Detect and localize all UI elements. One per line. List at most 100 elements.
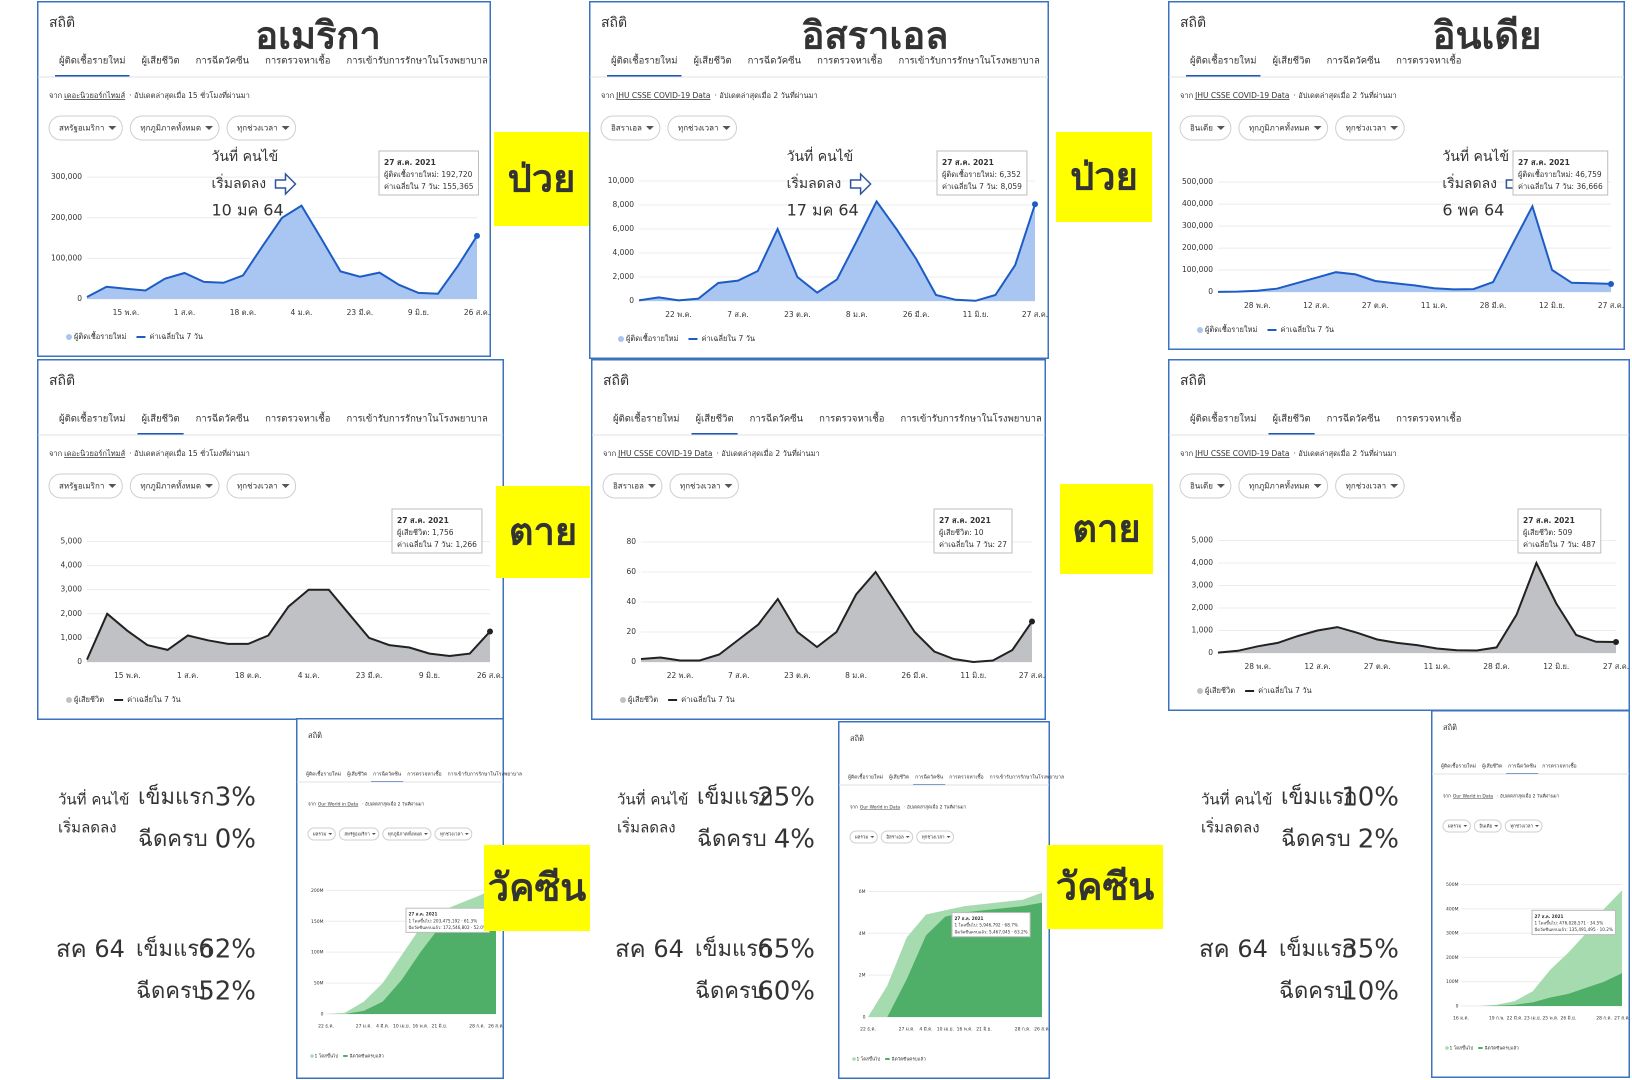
filter-chip[interactable] <box>880 830 914 844</box>
filter-chip[interactable] <box>1238 473 1329 499</box>
filter-chip[interactable] <box>916 830 955 844</box>
filter-label[interactable]: ทุกภูมิภาคทั้งหมด <box>140 122 201 134</box>
tab[interactable]: การเข้ารับการรักษาในโรงพยาบาล <box>900 413 1042 425</box>
tab[interactable]: การเข้ารับการรักษาในโรงพยาบาล <box>898 55 1040 67</box>
filter-label[interactable]: ทุกช่วงเวลา <box>237 124 278 133</box>
tab[interactable]: การตรวจหาเชื้อ <box>407 769 441 778</box>
tab[interactable]: การตรวจหาเชื้อ <box>817 54 882 67</box>
filter-chip[interactable] <box>48 115 123 141</box>
tab[interactable]: ผู้เสียชีวิต <box>141 55 179 67</box>
filter-label[interactable]: ทุกช่วงเวลา <box>237 482 278 491</box>
filter-chip[interactable] <box>600 115 661 141</box>
tab[interactable]: การเข้ารับการรักษาในโรงพยาบาล <box>448 771 522 778</box>
source-link[interactable]: Our World in Data <box>860 805 901 811</box>
source-link[interactable]: Our World in Data <box>318 802 359 808</box>
tab[interactable]: การตรวจหาเชื้อ <box>1396 54 1461 67</box>
tab[interactable]: การฉีดวัคซีน <box>1508 763 1537 770</box>
filter-label[interactable]: ทุกภูมิภาคทั้งหมด <box>388 831 422 838</box>
tab[interactable]: ผู้ติดเชื้อรายใหม่ <box>1190 54 1256 67</box>
filter-label[interactable]: ทุกช่วงเวลา <box>440 832 463 838</box>
filter-label[interactable]: อินเดีย <box>1479 824 1493 830</box>
filter-chip[interactable] <box>382 827 432 841</box>
filter-chip[interactable] <box>1179 473 1232 499</box>
filter-chip[interactable] <box>849 830 878 844</box>
tab[interactable]: การเข้ารับการรักษาในโรงพยาบาล <box>346 413 488 425</box>
tab[interactable]: ผู้ติดเชื้อรายใหม่ <box>306 769 341 778</box>
tab[interactable]: ผู้ติดเชื้อรายใหม่ <box>59 412 125 425</box>
tab[interactable]: การตรวจหาเชื้อ <box>1542 761 1576 770</box>
filter-chip[interactable] <box>1504 819 1543 833</box>
tab[interactable]: การฉีดวัคซีน <box>750 413 804 425</box>
filter-chip[interactable] <box>226 473 297 499</box>
filter-label[interactable]: ทุกช่วงเวลา <box>680 482 721 491</box>
filter-chip[interactable] <box>669 473 739 499</box>
tab[interactable]: การเข้ารับการรักษาในโรงพยาบาล <box>990 774 1064 781</box>
filter-label[interactable]: ทุกช่วงเวลา <box>922 835 945 841</box>
tab[interactable]: ผู้เสียชีวิต <box>889 774 909 781</box>
filter-label[interactable]: ผลรวม <box>855 835 868 841</box>
filter-label[interactable]: ทุกช่วงเวลา <box>1346 482 1387 491</box>
tab[interactable]: การตรวจหาเชื้อ <box>265 54 330 67</box>
filter-label[interactable]: อินเดีย <box>1190 124 1213 133</box>
filter-chip[interactable] <box>338 827 380 841</box>
filter-chip[interactable] <box>129 473 220 499</box>
tab[interactable]: ผู้ติดเชื้อรายใหม่ <box>1190 412 1256 425</box>
source-link[interactable]: เดอะนิวยอร์กไทมส์ <box>64 91 125 100</box>
source-link[interactable]: Our World in Data <box>1453 794 1494 800</box>
tab[interactable]: ผู้ติดเชื้อรายใหม่ <box>848 772 883 781</box>
tab[interactable]: ผู้เสียชีวิต <box>347 771 367 778</box>
tab[interactable]: การฉีดวัคซีน <box>196 413 250 425</box>
filter-label[interactable]: อิสราเอล <box>611 124 642 133</box>
filter-chip[interactable] <box>1473 819 1502 833</box>
filter-chip[interactable] <box>1335 115 1405 141</box>
filter-label[interactable]: ทุกช่วงเวลา <box>1510 824 1533 830</box>
filter-chip[interactable] <box>667 115 737 141</box>
filter-chip[interactable] <box>1442 819 1471 833</box>
tab[interactable]: การฉีดวัคซีน <box>1327 55 1381 67</box>
filter-label[interactable]: อิสราเอล <box>613 482 644 491</box>
filter-label[interactable]: อินเดีย <box>1190 482 1213 491</box>
tab[interactable]: ผู้ติดเชื้อรายใหม่ <box>1441 761 1476 770</box>
tab[interactable]: ผู้เสียชีวิต <box>141 413 179 425</box>
tab[interactable]: ผู้เสียชีวิต <box>1272 413 1310 425</box>
filter-label[interactable]: ทุกช่วงเวลา <box>678 124 719 133</box>
filter-chip[interactable] <box>226 115 297 141</box>
source-link[interactable]: JHU CSSE COVID-19 Data <box>1194 449 1289 458</box>
source-link[interactable]: เดอะนิวยอร์กไทมส์ <box>64 449 125 458</box>
filter-label[interactable]: ทุกภูมิภาคทั้งหมด <box>1249 480 1310 492</box>
tab[interactable]: การตรวจหาเชื้อ <box>265 412 330 425</box>
filter-label[interactable]: อิสราเอล <box>886 835 904 841</box>
filter-label[interactable]: สหรัฐอเมริกา <box>59 124 104 133</box>
filter-chip[interactable] <box>48 473 123 499</box>
filter-chip[interactable] <box>1238 115 1329 141</box>
source-link[interactable]: JHU CSSE COVID-19 Data <box>617 449 712 458</box>
filter-label[interactable]: ทุกภูมิภาคทั้งหมด <box>1249 122 1310 134</box>
filter-label[interactable]: ทุกช่วงเวลา <box>1346 124 1387 133</box>
tab[interactable]: ผู้เสียชีวิต <box>1482 763 1502 770</box>
filter-label[interactable]: ทุกภูมิภาคทั้งหมด <box>140 480 201 492</box>
tab[interactable]: ผู้เสียชีวิต <box>1272 55 1310 67</box>
filter-chip[interactable] <box>602 473 663 499</box>
tab[interactable]: การเข้ารับการรักษาในโรงพยาบาล <box>346 55 488 67</box>
filter-chip[interactable] <box>434 827 473 841</box>
tab[interactable]: การฉีดวัคซีน <box>748 55 802 67</box>
tab[interactable]: การตรวจหาเชื้อ <box>949 772 983 781</box>
tab[interactable]: การฉีดวัคซีน <box>1327 413 1381 425</box>
tab[interactable]: ผู้เสียชีวิต <box>693 55 731 67</box>
source-link[interactable]: JHU CSSE COVID-19 Data <box>1194 91 1289 100</box>
source-link[interactable]: JHU CSSE COVID-19 Data <box>615 91 710 100</box>
filter-chip[interactable] <box>1335 473 1405 499</box>
tab[interactable]: การตรวจหาเชื้อ <box>819 412 884 425</box>
tab[interactable]: การฉีดวัคซีน <box>915 774 944 781</box>
filter-chip[interactable] <box>1179 115 1232 141</box>
tab[interactable]: การฉีดวัคซีน <box>196 55 250 67</box>
filter-label[interactable]: สหรัฐอเมริกา <box>59 482 104 491</box>
filter-chip[interactable] <box>307 827 336 841</box>
tab[interactable]: ผู้ติดเชื้อรายใหม่ <box>611 54 677 67</box>
tab[interactable]: การตรวจหาเชื้อ <box>1396 412 1461 425</box>
tab[interactable]: ผู้เสียชีวิต <box>695 413 733 425</box>
tab[interactable]: ผู้ติดเชื้อรายใหม่ <box>613 412 679 425</box>
filter-label[interactable]: สหรัฐอเมริกา <box>344 832 370 838</box>
filter-label[interactable]: ผลรวม <box>313 832 326 838</box>
filter-label[interactable]: ผลรวม <box>1448 824 1461 830</box>
